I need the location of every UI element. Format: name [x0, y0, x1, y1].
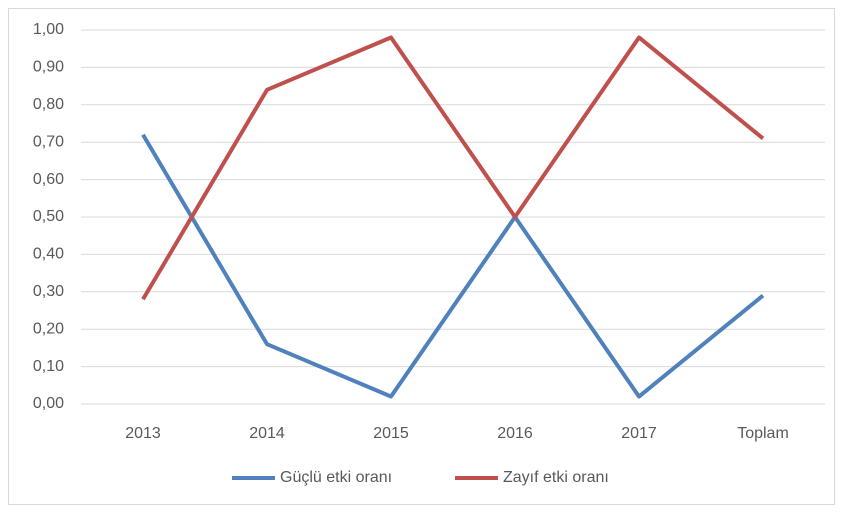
y-tick-label: 0,40: [33, 246, 64, 263]
legend-label: Zayıf etki oranı: [503, 469, 609, 486]
x-tick-label: 2017: [621, 425, 657, 442]
y-tick-label: 0,20: [33, 320, 64, 337]
y-tick-label: 0,70: [33, 133, 64, 150]
y-tick-label: 0,30: [33, 283, 64, 300]
y-tick-label: 0,90: [33, 59, 64, 76]
series-line: [141, 35, 765, 301]
y-tick-label: 0,00: [33, 395, 64, 412]
x-tick-label: 2015: [373, 425, 409, 442]
x-tick-label: 2013: [125, 425, 161, 442]
x-tick-label: Toplam: [737, 425, 789, 442]
chart-border: [8, 8, 835, 505]
y-tick-label: 0,80: [33, 96, 64, 113]
x-tick-label: 2016: [497, 425, 533, 442]
series-line: [141, 133, 765, 399]
y-tick-label: 1,00: [33, 21, 64, 38]
x-tick-label: 2014: [249, 425, 285, 442]
y-tick-label: 0,10: [33, 358, 64, 375]
y-tick-label: 0,50: [33, 208, 64, 225]
legend-label: Güçlü etki oranı: [280, 469, 392, 486]
y-tick-label: 0,60: [33, 171, 64, 188]
